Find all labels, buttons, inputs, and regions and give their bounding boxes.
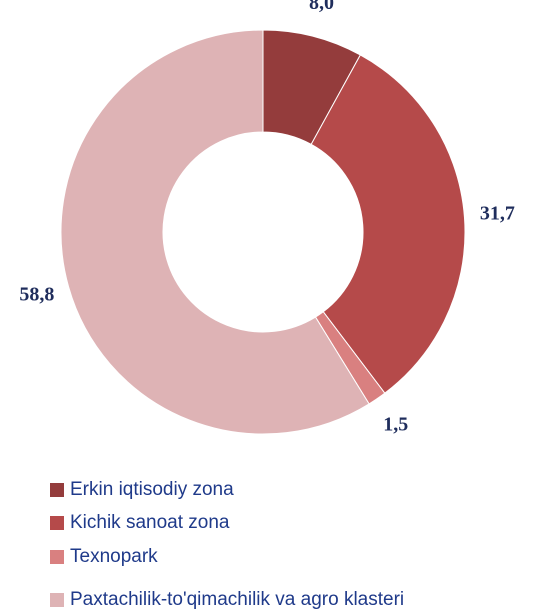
slice: [310, 54, 466, 394]
legend-swatch: [50, 550, 64, 564]
legend-label: Kichik sanoat zona: [70, 512, 230, 533]
value-label: 8,0: [309, 0, 334, 14]
legend-label: Paxtachilik-to'qimachilik va agro klaste…: [70, 589, 404, 610]
legend-swatch: [50, 516, 64, 530]
legend-label: Texnopark: [70, 546, 158, 567]
value-label: 1,5: [383, 414, 408, 436]
value-label: 31,7: [480, 203, 515, 225]
value-label: 58,8: [19, 284, 54, 306]
legend-swatch: [50, 483, 64, 497]
slice: [60, 29, 370, 435]
legend-label: Erkin iqtisodiy zona: [70, 479, 234, 500]
legend-swatch: [50, 593, 64, 607]
